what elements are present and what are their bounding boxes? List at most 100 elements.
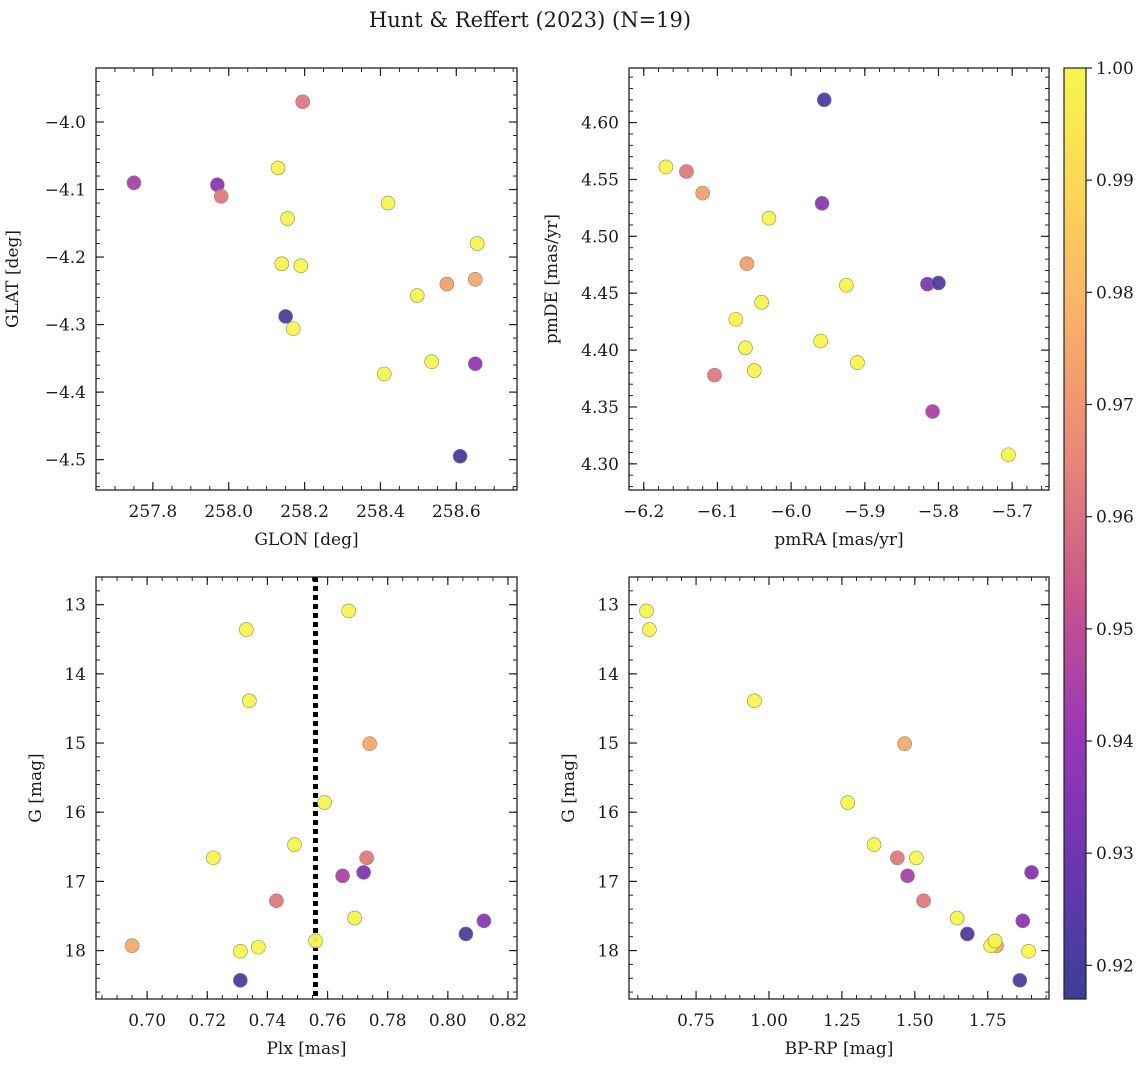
scatter-point [707,367,722,383]
y-tick-label: 13 [597,596,619,616]
scatter-point [295,94,311,110]
x-tick-label: 257.8 [129,502,178,522]
y-tick-label: 18 [597,942,619,962]
y-tick-label: 17 [597,872,619,892]
x-tick-label: −5.8 [918,502,959,522]
scatter-point [242,693,257,709]
scatter-point [658,159,674,175]
y-tick-label: 15 [64,734,86,754]
scatter-point [897,736,912,752]
scatter-point [269,893,284,909]
y-tick-label: 4.50 [581,227,619,247]
y-tick-label: 4.60 [581,114,619,134]
x-tick-label: 1.50 [896,1011,934,1031]
panel-1: 257.8 258.0 258.2 258.4 258.6 −4.0 −4.1 −4.2 −4.… [3,67,518,550]
x-tick-label: 1.25 [823,1011,861,1031]
scatter-point [239,622,254,637]
colorbar-tick-label: 1.00 [1096,59,1134,79]
scatter-point [356,865,371,880]
y-axis-label: G [mag] [26,753,46,822]
colorbar-tick-label: 0.96 [1096,508,1134,528]
y-tick-label: 4.35 [581,398,619,418]
x-tick-label: 0.78 [369,1011,407,1031]
panel-2: −6.2 −6.1 −6.0 −5.9 −5.8 −5.7 4.30 4.35 4.40 4.45… [542,67,1050,550]
scatter-point [308,933,323,949]
colorbar-tick-label: 0.97 [1096,396,1134,416]
scatter-point [205,850,221,866]
x-tick-label: −5.7 [992,502,1033,522]
x-tick-label: 0.70 [128,1011,166,1031]
scatter-point [816,92,832,108]
x-axis-label: BP-RP [mag] [785,1039,894,1059]
y-tick-label: −4.0 [45,113,86,133]
y-tick-label: 4.45 [581,284,619,304]
scatter-point [452,448,468,464]
scatter-point [987,933,1003,949]
scatter-points [639,603,1039,988]
scatter-point [695,185,710,201]
scatter-point [476,913,492,929]
scatter-point [916,893,931,909]
x-tick-label: 0.72 [188,1011,226,1031]
x-tick-label: 0.75 [677,1011,715,1031]
scatter-point [1015,913,1031,929]
scatter-point [280,211,295,226]
scatter-point [1001,447,1016,463]
minor-ticks [628,68,1049,490]
scatter-point [335,868,350,884]
y-tick-label: −4.2 [45,248,86,268]
y-tick-label: 18 [64,942,86,962]
x-tick-label: −6.0 [770,502,811,522]
scatter-points [126,94,485,464]
scatter-point [925,404,940,419]
x-tick-label: 0.76 [309,1011,347,1031]
colorbar-gradient [1063,67,1087,1000]
scatter-point [274,256,290,272]
colorbar-tick-label: 0.99 [1096,171,1134,191]
scatter-point [728,312,744,327]
x-tick-label: 1.00 [750,1011,788,1031]
scatter-point [469,236,485,251]
x-axis-label: Plx [mas] [266,1039,346,1059]
y-tick-label: −4.1 [45,181,86,201]
scatter-point [747,693,762,709]
scatter-point [293,258,309,274]
scatter-point [813,333,828,349]
colorbar-tick-label: 0.98 [1096,283,1134,303]
y-tick-label: 16 [597,803,619,823]
y-axis-label: pmDE [mas/yr] [542,214,562,344]
scatter-point [814,196,830,211]
scatter-point [233,943,248,959]
x-tick-label: 0.80 [429,1011,467,1031]
scatter-point [409,288,425,303]
scatter-point [317,795,332,810]
scatter-point [341,603,356,619]
panel-3: 0.70 0.72 0.74 0.76 0.78 0.80 0.82 13 14 15 16 17 18… [26,576,527,1059]
x-tick-label: −5.9 [844,502,885,522]
scatter-point [642,622,657,637]
scatter-point [900,868,915,884]
scatter-point [738,340,753,356]
y-tick-label: −4.3 [45,316,86,336]
x-tick-label: 258.6 [432,502,481,522]
scatter-point [931,275,946,291]
x-axis-label: pmRA [mas/yr] [774,530,903,550]
panels: 257.8 258.0 258.2 258.4 258.6 −4.0 −4.1 −4.2 −4.… [3,67,1050,1059]
scatter-point [380,195,396,211]
x-tick-label: 0.74 [248,1011,286,1031]
y-tick-label: 15 [597,734,619,754]
scatter-point [1012,973,1028,988]
scatter-point [850,355,865,370]
scatter-point [424,354,439,370]
scatter-point [908,850,924,866]
y-tick-label: 16 [64,803,86,823]
scatter-point [347,910,362,926]
scatter-points [658,92,1016,463]
minor-ticks [629,576,1049,999]
scatter-points [124,603,492,988]
scatter-point [754,295,769,310]
x-tick-label: 0.82 [489,1011,527,1031]
scatter-point [124,938,140,954]
minor-ticks [95,67,517,490]
scatter-point [278,309,293,324]
